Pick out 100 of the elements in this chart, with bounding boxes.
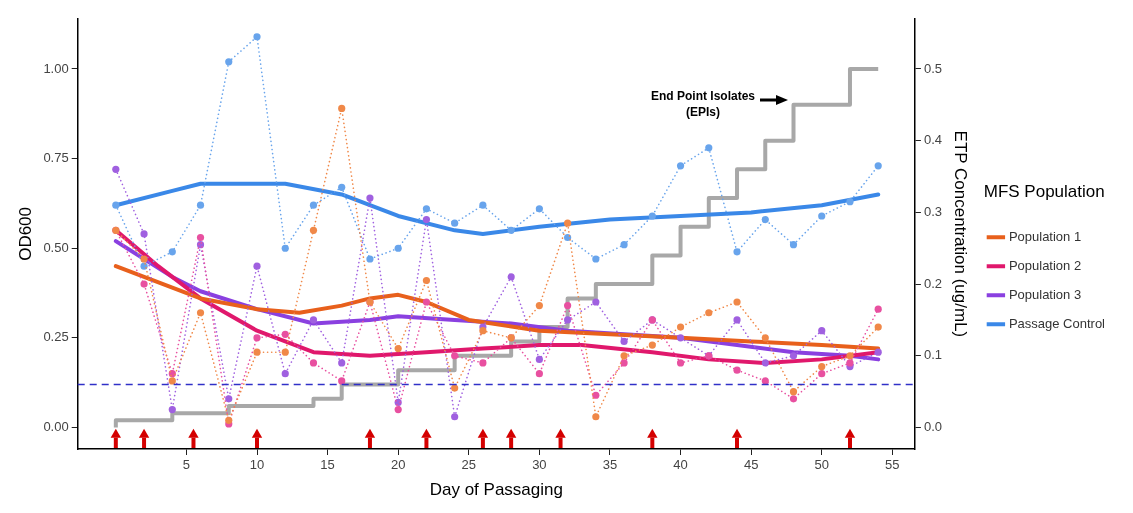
point xyxy=(564,302,572,310)
point xyxy=(309,201,318,209)
point xyxy=(874,348,882,356)
point xyxy=(188,428,199,438)
y-tick-label: 1.00 xyxy=(43,60,69,76)
point xyxy=(648,212,656,220)
point xyxy=(676,359,685,367)
y-tick-label: 0.75 xyxy=(43,150,69,166)
point xyxy=(366,194,374,202)
point xyxy=(535,302,543,310)
point xyxy=(196,233,205,242)
point xyxy=(196,201,205,209)
point xyxy=(844,428,856,438)
point xyxy=(789,352,798,360)
point xyxy=(196,309,205,317)
point xyxy=(761,334,769,342)
point xyxy=(676,334,685,342)
point xyxy=(421,428,432,438)
point xyxy=(338,104,346,113)
point xyxy=(253,334,261,342)
point xyxy=(168,405,176,414)
point xyxy=(564,316,572,324)
point xyxy=(564,219,572,227)
point xyxy=(846,359,854,367)
point xyxy=(281,330,289,338)
point xyxy=(138,428,150,438)
point xyxy=(789,395,798,403)
point xyxy=(394,405,402,414)
point xyxy=(253,348,261,356)
y2-axis-title: ETP Concentration (ug/mL) xyxy=(950,130,970,338)
x-tick-label: 55 xyxy=(885,457,900,473)
point xyxy=(818,370,826,378)
point xyxy=(309,226,318,234)
point xyxy=(761,215,769,224)
point xyxy=(309,359,318,367)
point xyxy=(733,366,741,374)
point xyxy=(253,33,261,41)
point xyxy=(451,352,459,360)
point xyxy=(507,226,515,234)
point xyxy=(818,362,826,371)
point xyxy=(338,183,346,191)
point xyxy=(225,395,233,403)
point xyxy=(592,298,600,306)
point xyxy=(761,377,769,385)
point xyxy=(394,345,402,353)
point xyxy=(477,428,489,438)
annotation: End Point Isolates (EPIs) xyxy=(650,88,756,120)
point xyxy=(110,428,122,438)
point xyxy=(648,341,656,349)
point xyxy=(451,219,459,227)
y2-tick-label: 0.0 xyxy=(923,419,942,435)
y-tick-label: 0.50 xyxy=(43,239,69,255)
point xyxy=(140,255,148,263)
point xyxy=(251,428,263,438)
point xyxy=(789,388,798,396)
point xyxy=(140,230,148,238)
legend-title: MFS Population xyxy=(983,182,1105,202)
point xyxy=(535,355,543,363)
point xyxy=(789,241,798,249)
point xyxy=(733,248,741,256)
point xyxy=(733,298,741,306)
point xyxy=(112,165,120,173)
x-tick-label: 45 xyxy=(743,457,759,473)
x-tick-label: 20 xyxy=(390,457,406,473)
point xyxy=(479,201,487,209)
point xyxy=(225,416,233,424)
point xyxy=(225,58,233,66)
point xyxy=(451,413,459,421)
point xyxy=(564,233,572,242)
point xyxy=(281,370,289,378)
point xyxy=(846,352,854,360)
point xyxy=(592,391,600,399)
point xyxy=(535,370,543,378)
point xyxy=(422,215,431,224)
y2-tick-label: 0.5 xyxy=(923,60,942,76)
x-tick-label: 5 xyxy=(182,457,191,473)
point xyxy=(874,323,882,331)
point xyxy=(592,413,600,421)
legend-label: Passage Control xyxy=(1008,315,1106,331)
point xyxy=(555,428,566,438)
point xyxy=(874,162,882,170)
point xyxy=(281,244,289,252)
point xyxy=(281,348,289,356)
point xyxy=(451,384,459,392)
y-axis-title: OD600 xyxy=(15,206,35,261)
point xyxy=(366,255,374,263)
y-tick-label: 0.00 xyxy=(43,419,69,435)
y2-tick-label: 0.3 xyxy=(923,203,942,219)
legend-label: Population 2 xyxy=(1008,257,1082,273)
point xyxy=(338,359,346,367)
point xyxy=(620,352,628,360)
x-tick-label: 10 xyxy=(249,457,265,473)
point xyxy=(676,162,685,170)
x-tick-label: 35 xyxy=(602,457,618,473)
point xyxy=(731,428,743,438)
y-tick-label: 0.25 xyxy=(43,329,69,345)
y2-tick-label: 0.4 xyxy=(923,132,942,148)
point xyxy=(422,276,431,285)
point xyxy=(647,428,658,438)
point xyxy=(846,198,854,206)
